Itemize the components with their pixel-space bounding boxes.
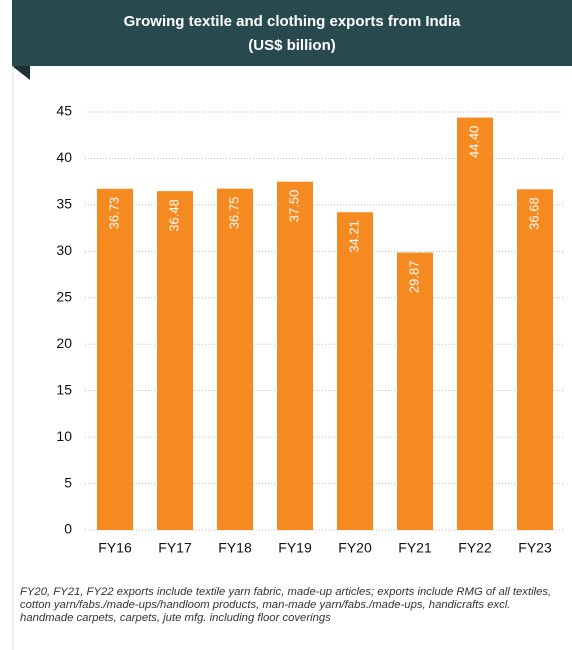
value-label: 37.50 [286,190,301,223]
value-label: 44.40 [466,126,481,159]
y-tick-label: 40 [56,149,72,165]
bar [97,188,133,531]
bar [337,212,373,530]
footnote: FY20, FY21, FY22 exports include textile… [20,586,552,624]
y-tick-label: 5 [64,474,72,490]
chart-subtitle: (US$ billion) [248,37,336,54]
bar [217,188,253,530]
y-tick-label: 0 [64,521,72,537]
value-label: 36.75 [226,197,241,230]
x-tick-label: FY20 [338,540,372,556]
x-tick-label: FY22 [458,540,492,556]
value-label: 29.87 [406,261,421,294]
y-tick-label: 25 [56,288,72,304]
bar [397,252,433,530]
y-tick-label: 10 [56,428,72,444]
chart-title: Growing textile and clothing exports fro… [124,13,461,30]
bar [277,181,313,530]
value-label: 36.68 [526,197,541,230]
x-tick-label: FY23 [518,540,552,556]
y-tick-label: 35 [56,196,72,212]
y-tick-label: 15 [56,381,72,397]
bar [157,191,193,530]
x-tick-label: FY18 [218,540,252,556]
x-tick-label: FY21 [398,540,432,556]
x-tick-label: FY17 [158,540,192,556]
header-banner [12,0,572,66]
x-tick-label: FY16 [98,540,132,556]
bar [517,189,553,530]
y-tick-label: 20 [56,335,72,351]
value-label: 36.48 [166,199,181,232]
y-tick-label: 45 [56,103,72,119]
y-tick-label: 30 [56,242,72,258]
banner-fold [12,66,30,80]
bar [457,117,493,530]
x-tick-label: FY19 [278,540,312,556]
value-label: 34.21 [346,220,361,253]
value-label: 36.73 [106,197,121,230]
